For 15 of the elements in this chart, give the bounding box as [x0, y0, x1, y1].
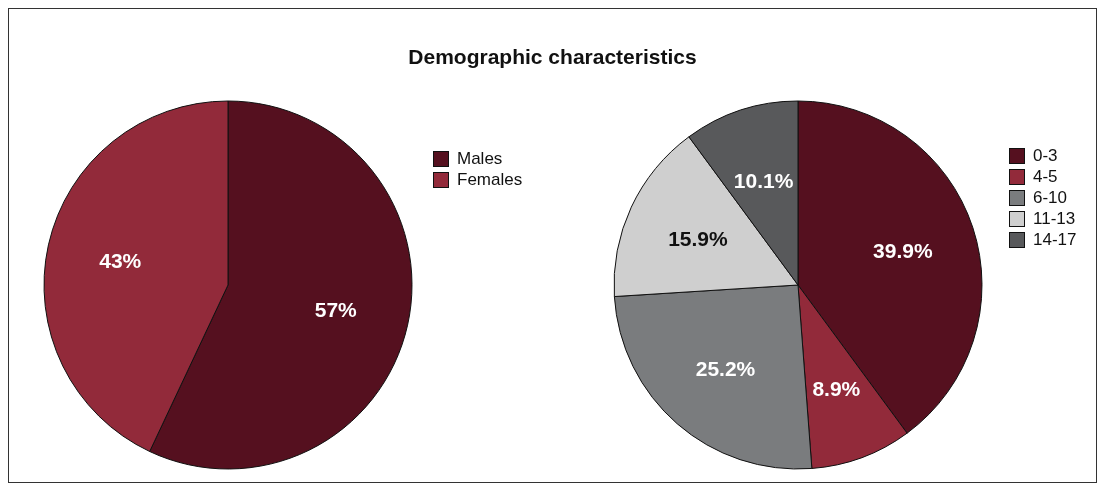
data-label: 57% — [314, 297, 358, 321]
data-label: 10.1% — [733, 168, 794, 192]
legend-label: Females — [457, 169, 523, 190]
legend-label: Males — [457, 148, 503, 169]
legend-label: 6-10 — [1033, 187, 1068, 208]
legend-label: 11-13 — [1033, 208, 1076, 229]
chart-title: Demographic characteristics — [407, 45, 698, 69]
data-label: 25.2% — [695, 356, 756, 380]
legend-label: 0-3 — [1033, 145, 1058, 166]
data-label: 43% — [99, 249, 142, 273]
legend-label: 14-17 — [1033, 229, 1077, 250]
data-label: 39.9% — [873, 239, 933, 263]
data-label: 8.9% — [812, 377, 861, 401]
data-label: 15.9% — [668, 226, 729, 250]
legend-label: 4-5 — [1033, 166, 1058, 187]
